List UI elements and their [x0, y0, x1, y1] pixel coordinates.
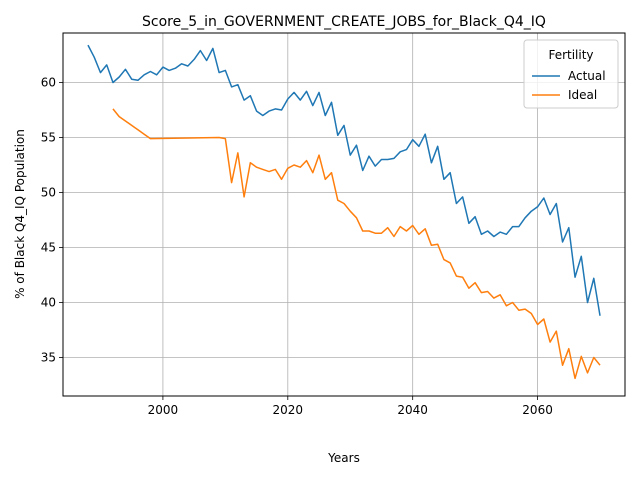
y-tick-label: 55 — [41, 131, 56, 145]
y-tick-label: 35 — [41, 351, 56, 365]
x-axis-label: Years — [327, 451, 360, 465]
series-layer — [87, 44, 601, 380]
legend: Fertility Actual Ideal — [523, 39, 619, 109]
series-line-ideal — [112, 108, 601, 380]
legend-box — [523, 39, 619, 109]
y-tick-label: 40 — [41, 296, 56, 310]
series-line-actual — [87, 44, 601, 316]
legend-title: Fertility — [548, 48, 593, 62]
y-tick-label: 60 — [41, 76, 56, 90]
x-tick-label: 2040 — [397, 403, 428, 417]
y-tick-label: 45 — [41, 241, 56, 255]
legend-label-ideal: Ideal — [568, 88, 597, 102]
x-tick-label: 2060 — [522, 403, 553, 417]
y-axis: 35 40 45 50 55 60 — [41, 76, 63, 365]
plot-frame — [62, 32, 626, 397]
x-tick-label: 2000 — [148, 403, 179, 417]
y-axis-label: % of Black Q4_IQ Population — [13, 129, 27, 299]
legend-label-actual: Actual — [568, 69, 606, 83]
y-tick-label: 50 — [41, 186, 56, 200]
x-tick-label: 2020 — [273, 403, 304, 417]
chart-title: Score_5_in_GOVERNMENT_CREATE_JOBS_for_Bl… — [142, 14, 546, 30]
x-axis: 2000 2020 2040 2060 — [148, 396, 553, 417]
